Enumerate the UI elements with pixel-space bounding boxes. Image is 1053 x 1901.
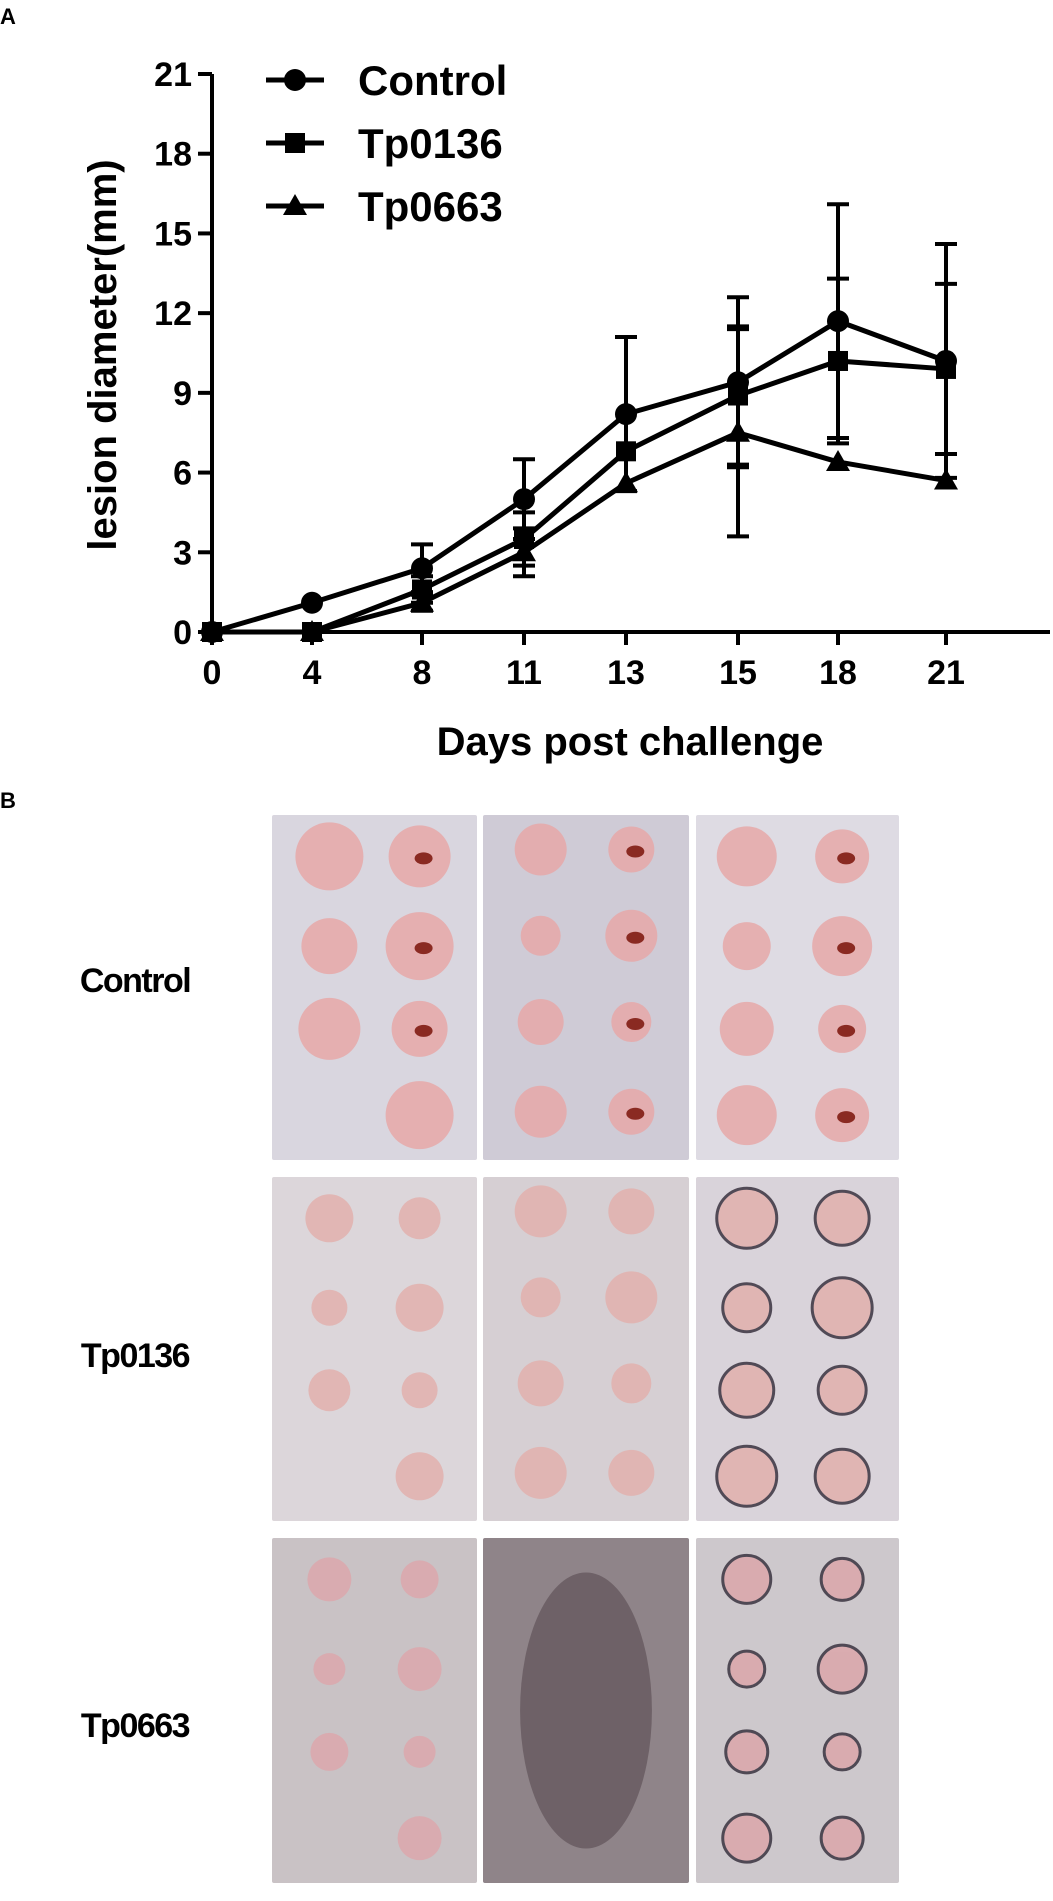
series-markers [200,310,958,643]
data-point-tp0663 [300,620,324,641]
row-label-tp0663: Tp0663 [80,1707,191,1745]
legend-marker-control [284,69,306,91]
y-tick-label: 12 [154,295,192,333]
data-point-tp0663 [826,449,850,471]
y-axis-label: lesion diameter(mm) [81,159,125,550]
data-point-tp0136 [514,529,534,549]
x-tick-label: 13 [607,654,645,692]
row-label-control: Control [79,962,192,1000]
legend-entry-tp0663: Tp0663 [358,183,503,230]
data-point-control [513,488,535,511]
panel-b-letter: B [0,788,16,813]
lesion-photo [272,1177,477,1521]
data-point-control [827,310,849,333]
lesion-photo [696,1177,899,1521]
data-point-tp0136 [616,441,636,462]
series-line-tp0136 [212,358,947,635]
legend-marker-tp0663 [283,194,307,215]
lesion-photo [272,1538,477,1883]
row-label-tp0136: Tp0136 [80,1337,191,1375]
lesion-photo [272,815,477,1160]
x-tick-label: 0 [203,654,222,692]
line-chart: 0 4 8 11 13 15 18 21 0 3 6 9 12 15 18 21 Control Tp0136 T… [81,56,1050,764]
x-tick-label: 8 [413,654,432,692]
x-tick-label: 4 [303,654,322,692]
x-tick-label: 18 [819,654,857,692]
error-bars [411,202,957,613]
data-point-tp0136 [728,385,748,406]
data-point-tp0136 [828,350,848,371]
y-tick-label: 6 [173,455,192,493]
data-point-tp0136 [412,579,432,600]
series-line-tp0663 [212,430,947,635]
x-tick-label: 15 [719,654,757,692]
data-point-tp0663 [410,590,434,612]
chart-legend: Control Tp0136 Tp0663 [266,57,507,230]
lesion-photo [696,815,899,1160]
data-point-tp0136 [936,358,956,379]
y-tick-label: 15 [154,215,192,253]
y-tick-label: 21 [154,56,192,94]
data-point-control [615,403,637,426]
data-point-tp0663 [934,468,958,490]
legend-marker-tp0136 [285,133,305,153]
series-lines [211,318,947,635]
y-tick-label: 0 [173,614,192,652]
data-point-tp0663 [200,620,224,641]
lesion-photo [696,1538,899,1883]
data-point-control [301,591,323,614]
legend-entry-control: Control [358,57,507,104]
lesion-photo [483,1538,689,1883]
data-point-tp0663 [726,420,750,442]
x-tick-label: 21 [927,654,965,692]
series-line-control [211,318,947,635]
x-axis-label: Days post challenge [437,720,824,764]
data-point-tp0663 [614,471,638,493]
lesion-photo [483,1177,689,1521]
y-tick-label: 9 [173,375,192,413]
chart-axes: 0 4 8 11 13 15 18 21 0 3 6 9 12 15 18 21 [154,56,1050,692]
lesion-photo [483,815,689,1160]
y-tick-label: 3 [173,534,192,572]
legend-entry-tp0136: Tp0136 [358,120,503,167]
y-tick-label: 18 [154,136,192,174]
x-tick-label: 11 [506,654,542,692]
panel-a-letter: A [0,4,16,29]
data-point-tp0663 [512,540,536,562]
data-point-control [411,557,433,580]
